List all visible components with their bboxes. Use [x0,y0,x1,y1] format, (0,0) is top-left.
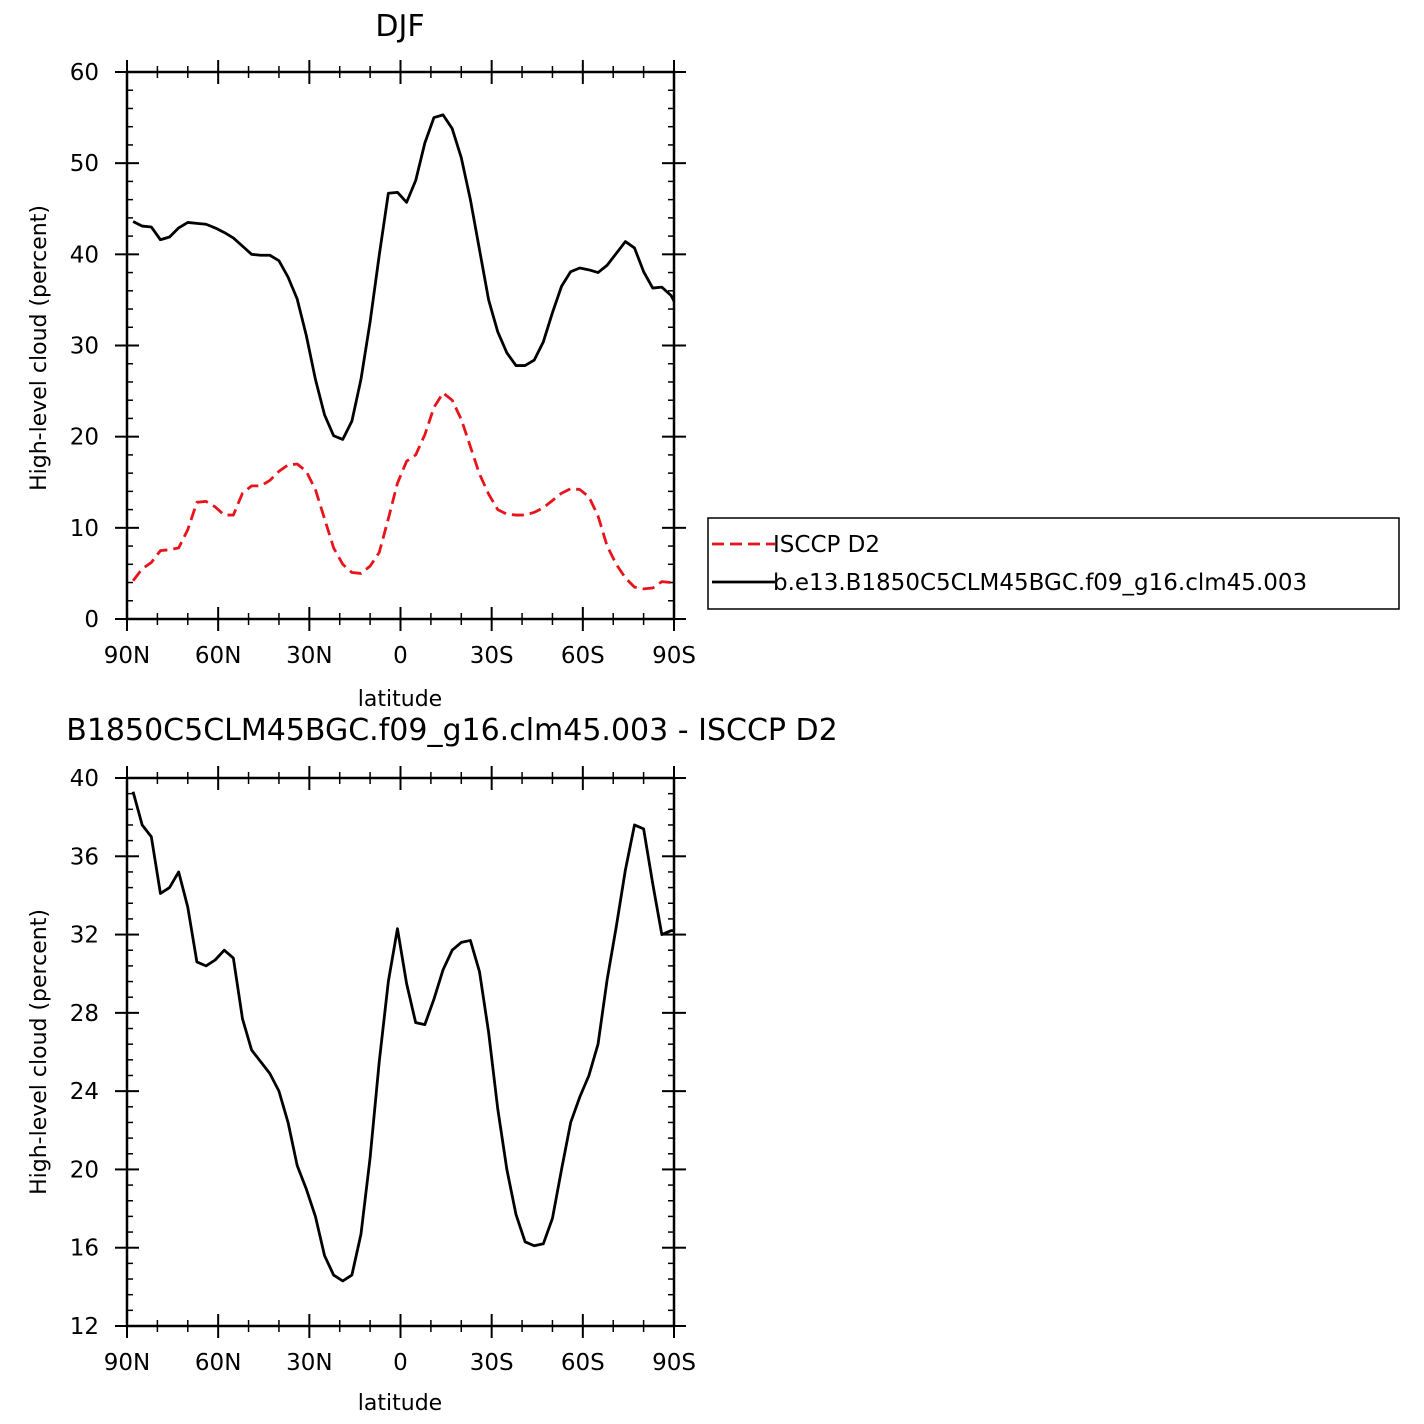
top-x-tick-label: 30N [286,643,332,669]
top-x-tick-label: 90S [652,643,696,669]
top-y-tick-labels: 0 10 20 30 40 50 60 [70,60,99,633]
legend-box [707,517,1400,610]
top-x-tick-label: 60N [195,643,241,669]
bottom-y-tick-label: 36 [70,844,99,870]
bottom-x-tick-label: 90N [104,1350,150,1376]
top-x-tick-label: 30S [470,643,514,669]
bottom-x-tick-label: 90S [652,1350,696,1376]
top-y-tick-label: 50 [70,151,99,177]
bottom-x-tick-label: 30S [470,1350,514,1376]
top-y-tick-label: 10 [70,516,99,542]
top-series-line-1 [132,113,674,441]
bottom-chart-title: B1850C5CLM45BGC.f09_g16.clm45.003 - ISCC… [66,713,837,748]
top-y-axis-label: High-level cloud (percent) [27,205,52,491]
bottom-x-tick-label: 30N [286,1350,332,1376]
top-x-tick-label: 90N [104,643,150,669]
bottom-y-tick-label: 24 [70,1079,99,1105]
top-y-tick-label: 40 [70,242,99,268]
bottom-y-tick-label: 32 [70,923,99,949]
bottom-x-tick-labels: 90N 60N 30N 0 30S 60S 90S [104,1350,696,1376]
top-x-tick-label: 0 [393,643,408,669]
bottom-y-tick-label: 28 [70,1001,99,1027]
top-y-tick-label: 60 [70,60,99,86]
bottom-plot-frame [125,776,676,1328]
top-y-tick-label: 20 [70,425,99,451]
top-x-tick-labels: 90N 60N 30N 0 30S 60S 90S [104,643,696,669]
top-chart-title: DJF [375,9,424,44]
bottom-series-lines [131,791,674,1283]
top-ticks [115,60,686,631]
bottom-y-tick-labels: 12 16 20 24 28 32 36 40 [70,766,99,1340]
top-plot-frame [125,70,676,621]
bottom-x-tick-label: 60N [195,1350,241,1376]
top-y-tick-label: 30 [70,334,99,360]
bottom-x-tick-label: 60S [561,1350,605,1376]
bottom-y-tick-label: 40 [70,766,99,792]
legend: ISCCP D2 b.e13.B1850C5CLM45BGC.f09_g16.c… [707,517,1400,610]
legend-label-model: b.e13.B1850C5CLM45BGC.f09_g16.clm45.003 [773,570,1307,596]
top-x-axis-label: latitude [358,687,442,712]
bottom-x-tick-label: 0 [393,1350,408,1376]
top-y-tick-label: 0 [84,607,99,633]
bottom-x-axis-label: latitude [358,1391,442,1416]
bottom-y-axis-label: High-level cloud (percent) [27,909,52,1195]
legend-label-isccp: ISCCP D2 [773,532,880,558]
top-series-line-0 [131,391,674,591]
bottom-series-line-0 [131,791,674,1283]
top-x-tick-label: 60S [561,643,605,669]
bottom-y-tick-label: 20 [70,1157,99,1183]
top-series-lines [131,113,674,591]
bottom-y-tick-label: 16 [70,1236,99,1262]
top-panel: DJF 90N 60N 30N 0 30S 60S 90S 0 10 20 30 40 50 60 la… [27,9,1400,712]
bottom-ticks [115,766,686,1338]
bottom-y-tick-label: 12 [70,1314,99,1340]
bottom-panel: B1850C5CLM45BGC.f09_g16.clm45.003 - ISCC… [27,713,838,1416]
